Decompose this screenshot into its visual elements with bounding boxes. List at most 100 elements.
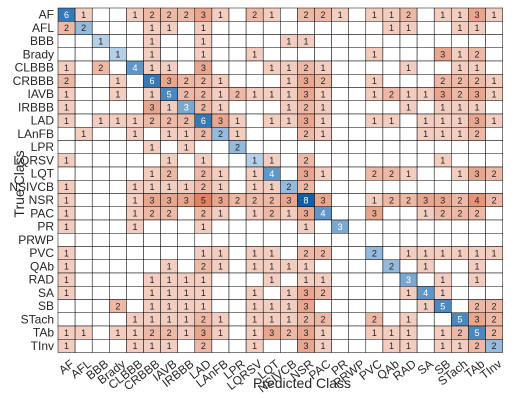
cell-value-label: 2 bbox=[235, 195, 240, 205]
matrix-cell bbox=[177, 246, 196, 260]
cell-value-label: 1 bbox=[457, 63, 462, 73]
cell-value-label: 2 bbox=[492, 315, 497, 325]
matrix-cell bbox=[91, 286, 110, 300]
matrix-cell bbox=[91, 299, 110, 313]
matrix-cell bbox=[177, 21, 196, 35]
cell-value-label: 1 bbox=[98, 116, 103, 126]
row-tick-label: RAD bbox=[29, 273, 55, 287]
cell-value-label: 1 bbox=[64, 209, 69, 219]
matrix-cell bbox=[433, 219, 452, 234]
cell-value-label: 2 bbox=[184, 76, 189, 86]
cell-value-label: 1 bbox=[167, 341, 172, 351]
matrix-cell bbox=[348, 259, 367, 274]
matrix-cell bbox=[91, 312, 110, 327]
cell-value-label: 3 bbox=[201, 328, 206, 338]
matrix-cell bbox=[126, 272, 144, 287]
matrix-cell bbox=[314, 233, 332, 247]
cell-value-label: 1 bbox=[457, 50, 462, 60]
cell-value-label: 2 bbox=[201, 182, 206, 192]
cell-value-label: 1 bbox=[167, 23, 172, 33]
cell-value-label: 1 bbox=[286, 301, 291, 311]
matrix-cell bbox=[280, 7, 298, 22]
cell-value-label: 1 bbox=[338, 10, 343, 20]
matrix-cell bbox=[468, 34, 486, 48]
cell-value-label: 1 bbox=[184, 275, 189, 285]
matrix-cell bbox=[74, 272, 93, 287]
cell-value-label: 1 bbox=[115, 89, 120, 99]
matrix-cell bbox=[331, 259, 349, 274]
cell-value-label: 2 bbox=[201, 209, 206, 219]
matrix-cell bbox=[262, 233, 281, 247]
matrix-cell bbox=[382, 246, 401, 260]
cell-value-label: 1 bbox=[440, 103, 445, 113]
cell-value-label: 2 bbox=[303, 63, 308, 73]
cell-value-label: 2 bbox=[98, 63, 103, 73]
matrix-cell bbox=[365, 219, 384, 234]
matrix-cell bbox=[280, 153, 298, 168]
matrix-cell bbox=[228, 180, 247, 194]
matrix-cell bbox=[177, 259, 196, 274]
cell-value-label: 2 bbox=[201, 315, 206, 325]
matrix-cell bbox=[91, 272, 110, 287]
cell-value-label: 1 bbox=[492, 248, 497, 258]
y-axis-title: True Class bbox=[11, 150, 27, 217]
cell-value-label: 6 bbox=[201, 116, 206, 126]
matrix-cell bbox=[433, 259, 452, 274]
cell-value-label: 1 bbox=[474, 275, 479, 285]
matrix-cell bbox=[245, 74, 264, 88]
matrix-cell bbox=[91, 219, 110, 234]
matrix-cell bbox=[348, 60, 367, 75]
cell-value-label: 1 bbox=[303, 262, 308, 272]
matrix-cell bbox=[245, 113, 264, 128]
cell-value-label: 1 bbox=[457, 103, 462, 113]
matrix-cell bbox=[91, 7, 110, 22]
matrix-cell bbox=[331, 74, 349, 88]
matrix-cell bbox=[109, 193, 127, 207]
cell-value-label: 1 bbox=[132, 195, 137, 205]
matrix-cell bbox=[331, 312, 349, 327]
row-tick-label: PVC bbox=[29, 246, 54, 260]
cell-value-label: 2 bbox=[321, 248, 326, 258]
matrix-cell bbox=[416, 7, 435, 22]
matrix-cell bbox=[57, 312, 76, 327]
cell-value-label: 2 bbox=[286, 182, 291, 192]
cell-value-label: 2 bbox=[201, 169, 206, 179]
cell-value-label: 1 bbox=[406, 248, 411, 258]
cell-value-label: 1 bbox=[372, 89, 377, 99]
matrix-cell bbox=[74, 180, 93, 194]
cell-value-label: 3 bbox=[338, 222, 343, 232]
matrix-cell bbox=[348, 299, 367, 313]
cell-value-label: 1 bbox=[201, 275, 206, 285]
cell-value-label: 3 bbox=[303, 76, 308, 86]
cell-value-label: 1 bbox=[321, 328, 326, 338]
cell-value-label: 1 bbox=[474, 23, 479, 33]
cell-value-label: 1 bbox=[64, 116, 69, 126]
cell-value-label: 2 bbox=[201, 103, 206, 113]
cell-value-label: 1 bbox=[167, 182, 172, 192]
cell-value-label: 2 bbox=[492, 169, 497, 179]
cell-value-label: 1 bbox=[372, 50, 377, 60]
matrix-cell bbox=[348, 34, 367, 48]
matrix-cell bbox=[485, 127, 503, 141]
cell-value-label: 3 bbox=[321, 195, 326, 205]
matrix-cell bbox=[74, 339, 93, 353]
cell-value-label: 1 bbox=[167, 262, 172, 272]
cell-value-label: 1 bbox=[64, 89, 69, 99]
matrix-cell bbox=[331, 21, 349, 35]
matrix-cell bbox=[485, 206, 503, 221]
matrix-cell bbox=[365, 21, 384, 35]
cell-value-label: 1 bbox=[150, 301, 155, 311]
cell-value-label: 2 bbox=[269, 209, 274, 219]
cell-value-label: 2 bbox=[150, 328, 155, 338]
cell-value-label: 1 bbox=[269, 262, 274, 272]
matrix-cell bbox=[126, 34, 144, 48]
matrix-cell bbox=[485, 180, 503, 194]
row-tick-label: BBB bbox=[30, 34, 54, 48]
cell-value-label: 2 bbox=[440, 209, 445, 219]
matrix-cell bbox=[228, 166, 247, 181]
matrix-cell bbox=[143, 233, 161, 247]
cell-value-label: 3 bbox=[474, 116, 479, 126]
cell-value-label: 2 bbox=[492, 328, 497, 338]
matrix-cell bbox=[331, 140, 349, 154]
cell-value-label: 1 bbox=[457, 116, 462, 126]
